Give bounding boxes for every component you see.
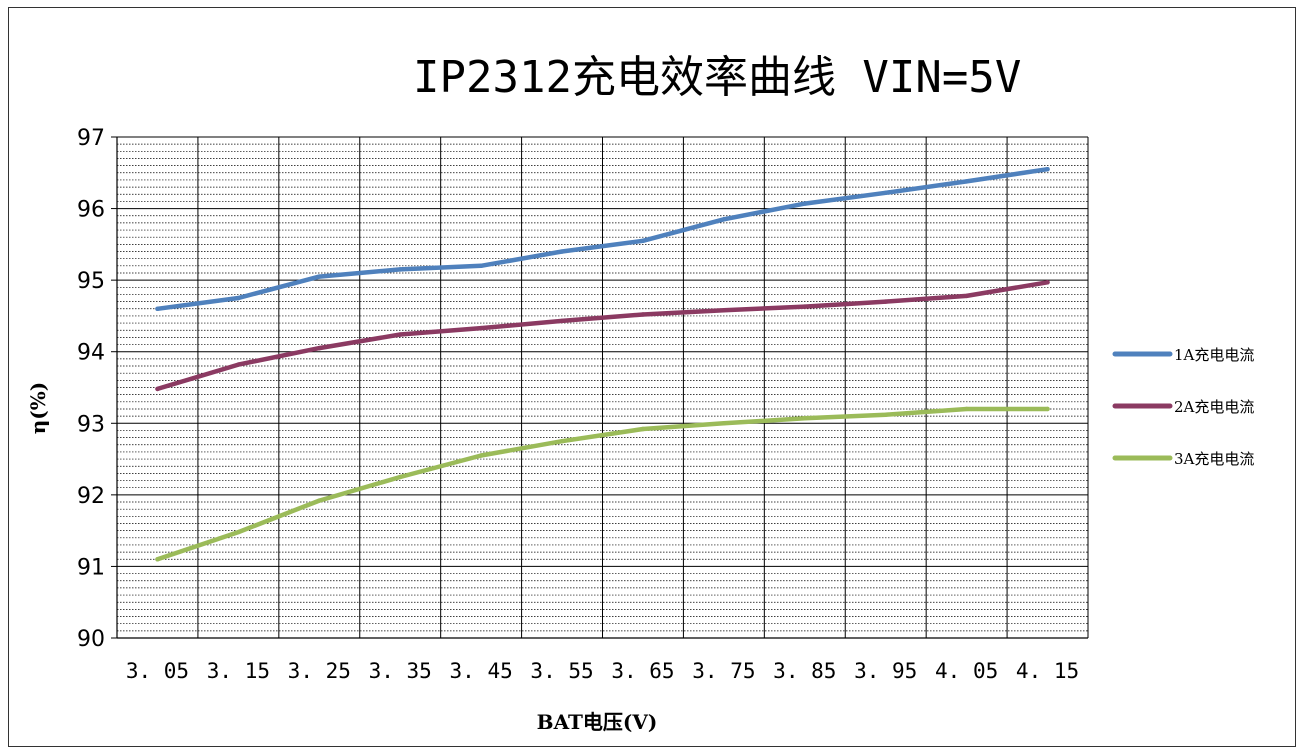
x-axis-label: BAT电压(V) <box>537 710 658 734</box>
y-tick-label: 92 <box>77 484 105 509</box>
series-3-point <box>398 474 403 480</box>
series-2-point <box>155 386 160 392</box>
grid-layer <box>116 136 1089 639</box>
x-tick-label: 3. 95 <box>854 659 917 683</box>
chart-title: IP2312充电效率曲线 VIN=5V <box>413 52 1021 103</box>
series-2-point <box>398 332 403 337</box>
series-2-point <box>1045 280 1050 285</box>
series-3-point <box>236 529 241 535</box>
x-tick-label: 4. 05 <box>935 659 998 683</box>
series-2-point <box>721 308 727 313</box>
series-1-point <box>236 295 241 301</box>
series-3-point <box>802 416 807 421</box>
series-1-point <box>398 267 403 272</box>
legend-label-1: 1A充电电流 <box>1174 346 1254 364</box>
x-tick-label: 3. 55 <box>530 659 593 683</box>
series-3-point <box>883 412 888 417</box>
series-2-point <box>559 318 565 324</box>
legend-label-3: 3A充电电流 <box>1174 450 1254 468</box>
series-3-point <box>317 498 322 503</box>
series-3-point <box>478 453 484 458</box>
legend-label-2: 2A充电电流 <box>1174 398 1254 416</box>
y-tick-label: 96 <box>77 198 105 223</box>
y-tick-label: 90 <box>77 627 105 652</box>
x-tick-label: 3. 35 <box>369 659 432 683</box>
x-tick-label: 3. 25 <box>288 659 351 683</box>
series-1-point <box>155 306 160 311</box>
series-1-point <box>883 190 888 196</box>
series-1-point <box>1045 167 1050 172</box>
series-2-point <box>478 325 484 331</box>
x-tick-label: 3. 05 <box>126 659 189 683</box>
series-line-2 <box>155 280 1050 392</box>
x-tick-label: 3. 65 <box>611 659 674 683</box>
axes-layer <box>111 136 1088 639</box>
y-tick-label: 97 <box>77 126 105 151</box>
x-tick-label: 3. 45 <box>450 659 513 683</box>
y-tick-label: 91 <box>77 555 105 580</box>
series-2-point <box>964 293 969 299</box>
x-tick-label: 3. 85 <box>773 659 836 683</box>
series-3-point <box>1045 406 1050 412</box>
series-1-point <box>802 201 807 206</box>
x-tick-label: 4. 15 <box>1016 659 1079 683</box>
series-3-point <box>964 406 969 412</box>
series-2-point <box>802 304 807 309</box>
y-tick-label: 94 <box>77 341 105 366</box>
legend: 1A充电电流 2A充电电流 3A充电电流 <box>1112 346 1254 468</box>
series-2-point <box>317 345 322 351</box>
y-tick-label: 95 <box>77 269 105 294</box>
series-line-1 <box>155 166 1050 312</box>
series-1-point <box>559 249 565 254</box>
series-1-point <box>317 274 322 279</box>
series-1-point <box>640 238 646 243</box>
series-1-point <box>964 179 969 184</box>
series-3-point <box>721 421 727 426</box>
series-1-point <box>478 263 484 269</box>
y-tick-label: 93 <box>77 412 105 437</box>
series-3-point <box>155 557 160 562</box>
series-line-3 <box>155 406 1050 562</box>
series-2-point <box>640 312 646 317</box>
labels-layer: 90 91 92 93 94 95 96 97 3. 05 3. 15 3. 25 3. 35 3. 4… <box>77 126 1079 683</box>
series-3-point <box>559 438 565 444</box>
series-2-point <box>883 299 888 304</box>
y-axis-label: η(%) <box>26 382 50 434</box>
series-layer <box>155 166 1050 562</box>
series-2-point <box>236 362 241 367</box>
x-tick-label: 3. 75 <box>692 659 755 683</box>
series-1-point <box>721 217 727 222</box>
x-tick-label: 3. 15 <box>207 659 270 683</box>
series-3-point <box>640 426 646 432</box>
